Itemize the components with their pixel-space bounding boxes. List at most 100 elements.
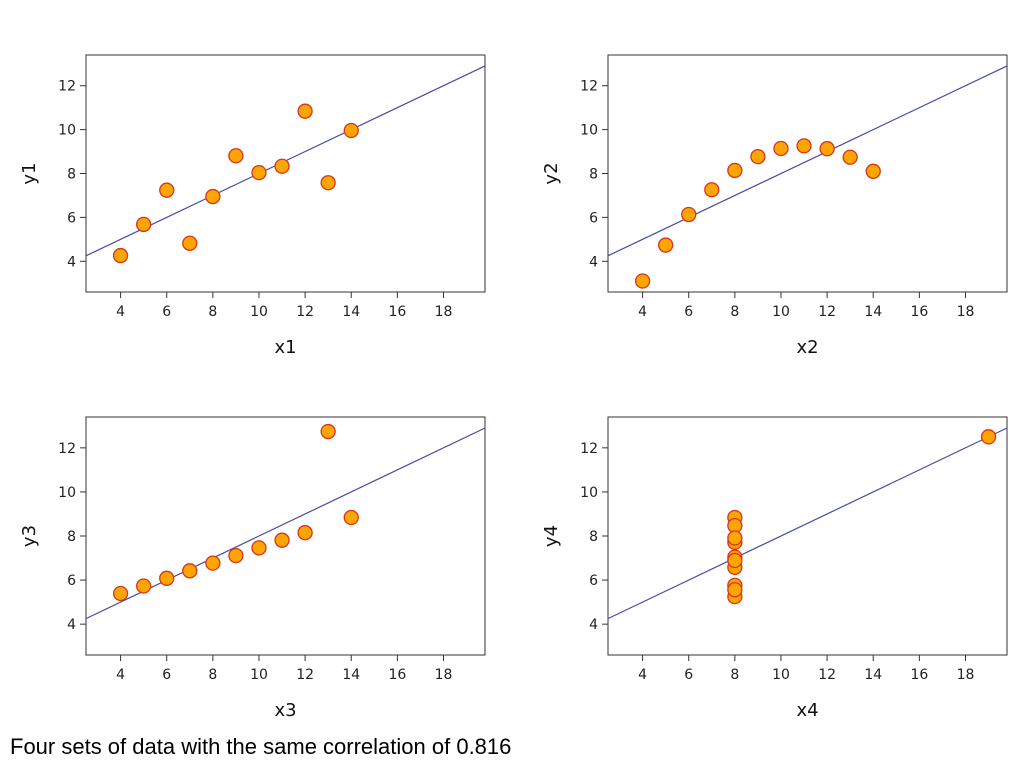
data-point <box>251 164 267 181</box>
x-tick-label: 14 <box>864 667 882 683</box>
x-tick-label: 12 <box>296 667 314 683</box>
x-tick-label: 14 <box>342 304 360 320</box>
scatter-panel-4: 4 6 8 10 12 14 16 18 4 6 8 10 12 x4 y4 <box>541 416 1008 721</box>
x-tick-label: 18 <box>435 667 453 683</box>
data-point <box>727 552 743 569</box>
x-tick-label: 6 <box>684 304 693 320</box>
x-tick-label: 8 <box>208 667 217 683</box>
data-point <box>320 423 336 440</box>
data-point <box>727 530 743 546</box>
x-axis-label: x3 <box>274 700 296 721</box>
data-point <box>343 509 359 526</box>
data-point <box>182 563 198 579</box>
data-point <box>320 175 336 191</box>
x-tick-label: 18 <box>435 304 453 320</box>
x-tick-label: 14 <box>342 667 360 683</box>
x-axis-label: x1 <box>274 337 296 358</box>
data-point <box>274 532 290 548</box>
data-point <box>228 547 244 564</box>
x-tick-label: 10 <box>772 667 790 683</box>
data-point <box>297 103 313 119</box>
y-tick-label: 12 <box>580 79 598 95</box>
y-tick-label: 4 <box>589 617 598 633</box>
regression-line <box>608 65 1007 257</box>
plot-frame <box>607 416 1008 656</box>
data-point <box>842 149 858 165</box>
x-axis-label: x2 <box>796 337 818 358</box>
regression-line <box>86 427 485 620</box>
data-point <box>251 540 267 556</box>
y-axis-label: y2 <box>541 162 562 184</box>
data-point <box>205 188 221 205</box>
x-axis-label: x4 <box>796 700 818 721</box>
y-tick-label: 6 <box>589 573 598 589</box>
x-tick-label: 4 <box>116 304 125 320</box>
x-tick-label: 18 <box>957 304 975 320</box>
scatter-panel-1: 4 6 8 10 12 14 16 18 4 6 8 10 12 x1 y1 <box>19 54 486 358</box>
x-tick-label: 12 <box>818 667 836 683</box>
y-tick-label: 8 <box>589 529 598 545</box>
x-tick-label: 16 <box>388 667 406 683</box>
data-point <box>159 570 175 586</box>
y-tick-label: 12 <box>58 79 76 95</box>
data-point <box>136 216 152 233</box>
y-tick-label: 6 <box>67 573 76 589</box>
y-tick-label: 12 <box>58 441 76 457</box>
plot-frame <box>85 54 486 293</box>
y-tick-label: 4 <box>589 254 598 270</box>
data-point <box>112 585 129 602</box>
y-tick-label: 10 <box>58 485 76 501</box>
data-point <box>136 578 152 594</box>
x-tick-label: 4 <box>638 667 647 683</box>
data-point <box>658 237 674 253</box>
x-tick-label: 6 <box>162 304 171 320</box>
x-tick-label: 12 <box>818 304 836 320</box>
data-point <box>865 163 881 179</box>
y-axis-label: y1 <box>19 162 40 184</box>
x-tick-label: 14 <box>864 304 882 320</box>
y-tick-label: 10 <box>580 123 598 139</box>
data-point <box>727 162 743 179</box>
x-tick-label: 10 <box>250 667 268 683</box>
data-point <box>297 525 313 541</box>
data-point <box>159 182 175 198</box>
x-tick-label: 10 <box>772 304 790 320</box>
x-tick-label: 6 <box>162 667 171 683</box>
data-point <box>343 122 359 139</box>
y-tick-label: 4 <box>67 254 76 270</box>
x-tick-label: 16 <box>910 304 928 320</box>
y-tick-label: 6 <box>67 210 76 226</box>
figure-caption: Four sets of data with the same correlat… <box>10 734 512 759</box>
y-axis-label: y3 <box>19 525 40 547</box>
data-point <box>681 206 697 223</box>
y-tick-label: 12 <box>580 441 598 457</box>
y-tick-label: 10 <box>580 485 598 501</box>
x-tick-label: 6 <box>684 667 693 683</box>
data-point <box>819 141 835 157</box>
y-tick-label: 8 <box>589 167 598 183</box>
data-point <box>205 555 221 571</box>
data-point <box>750 148 766 165</box>
regression-line <box>608 427 1007 620</box>
data-point <box>634 273 651 289</box>
y-axis-label: y4 <box>541 525 562 547</box>
y-tick-label: 10 <box>58 123 76 139</box>
y-tick-label: 4 <box>67 617 76 633</box>
x-tick-label: 8 <box>730 304 739 320</box>
x-tick-label: 8 <box>730 667 739 683</box>
data-point <box>704 182 720 198</box>
x-tick-label: 16 <box>910 667 928 683</box>
y-tick-label: 8 <box>67 167 76 183</box>
y-tick-label: 8 <box>67 529 76 545</box>
x-tick-label: 12 <box>296 304 314 320</box>
data-point <box>182 235 198 251</box>
data-point <box>112 247 129 264</box>
data-point <box>773 140 789 157</box>
x-tick-label: 10 <box>250 304 268 320</box>
data-point <box>727 582 743 598</box>
x-tick-label: 8 <box>208 304 217 320</box>
x-tick-label: 4 <box>116 667 125 683</box>
x-tick-label: 4 <box>638 304 647 320</box>
data-point <box>796 138 812 154</box>
